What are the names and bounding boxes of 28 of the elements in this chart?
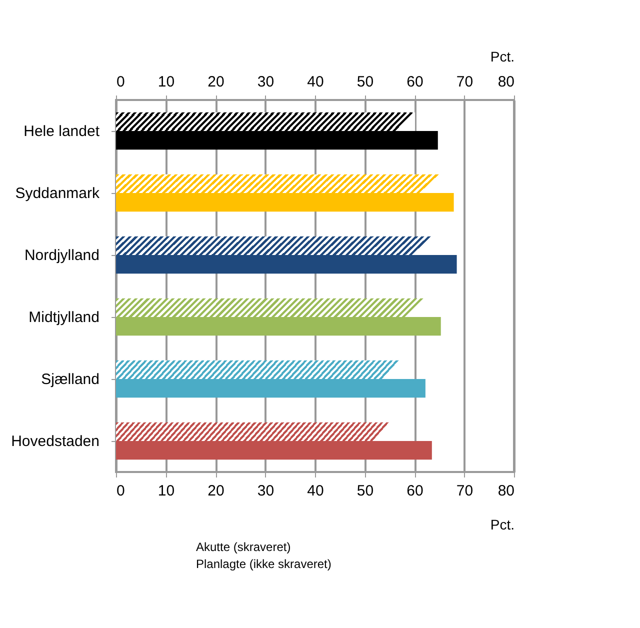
x-tick-label: 80 [498,482,514,500]
x2-tick-label: 30 [257,74,274,90]
x2-tick-label: 40 [307,74,324,90]
x-tick-label: 40 [307,482,324,500]
x2-axis-title: Pct. [490,48,514,64]
y-tick-label: Syddanmark [15,185,100,202]
y-tick-label: Nordjylland [24,247,100,264]
x2-tick-label: 70 [456,74,474,90]
x-tick-label: 60 [406,482,424,500]
y-tick-label: Sjælland [41,371,100,388]
x-tick-label: 70 [456,482,474,500]
text: Planlagte (ikke skraveret) [196,557,332,571]
y-tick-label: Midtjylland [28,309,100,326]
y-tick-label: Hele landet [24,123,100,140]
text: Akutte (skraveret) [196,540,291,554]
x2-tick-label: 20 [208,74,224,90]
x-axis-title: Pct. [490,516,514,532]
y-tick-label: Hovedstaden [11,433,100,450]
x2-tick-label: 0 [116,74,125,90]
x-tick-label: 50 [356,482,374,500]
x2-tick-label: 60 [406,74,424,90]
x-tick-label: 10 [158,482,175,500]
x2-tick-label: 50 [356,74,374,90]
x-tick-label: 20 [208,482,224,500]
x-tick-label: 0 [116,482,125,500]
x2-tick-label: 10 [158,74,175,90]
x2-tick-label: 80 [498,74,514,90]
x-tick-label: 30 [257,482,274,500]
